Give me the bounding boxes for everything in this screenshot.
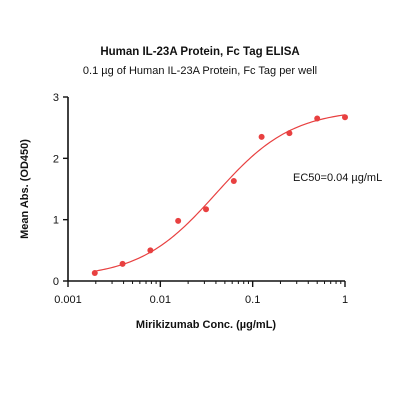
chart-axes: 0 1 2 3 0.001 0.01 0.1 1 bbox=[53, 92, 348, 306]
data-point bbox=[342, 114, 348, 121]
y-tick-label: 1 bbox=[53, 215, 59, 227]
data-point bbox=[286, 130, 293, 137]
x-tick-label: 0.01 bbox=[150, 294, 171, 306]
ec50-annotation: EC50=0.04 µg/mL bbox=[293, 172, 382, 184]
fit-curve bbox=[94, 114, 346, 272]
x-tick-label: 0.1 bbox=[245, 294, 260, 306]
chart-subtitle: 0.1 µg of Human IL-23A Protein, Fc Tag p… bbox=[82, 65, 318, 77]
fit-curve-layer bbox=[94, 114, 346, 272]
data-point bbox=[230, 178, 237, 185]
y-axis-label: Mean Abs. (OD450) bbox=[19, 139, 31, 239]
data-point bbox=[258, 133, 265, 140]
x-axis-label: Mirikizumab Conc. (µg/mL) bbox=[136, 319, 277, 331]
x-tick-label: 1 bbox=[342, 294, 348, 306]
data-point bbox=[175, 217, 182, 224]
y-tick-label: 0 bbox=[53, 276, 59, 288]
x-tick-label: 0.001 bbox=[54, 294, 82, 306]
data-point bbox=[91, 270, 98, 277]
data-point bbox=[119, 260, 126, 267]
data-points-layer bbox=[91, 114, 348, 277]
chart-title: Human IL-23A Protein, Fc Tag ELISA bbox=[100, 46, 300, 58]
data-point bbox=[147, 247, 154, 254]
y-tick-label: 2 bbox=[53, 153, 59, 165]
y-tick-label: 3 bbox=[53, 92, 59, 104]
data-point bbox=[314, 115, 321, 122]
data-point bbox=[203, 206, 210, 213]
